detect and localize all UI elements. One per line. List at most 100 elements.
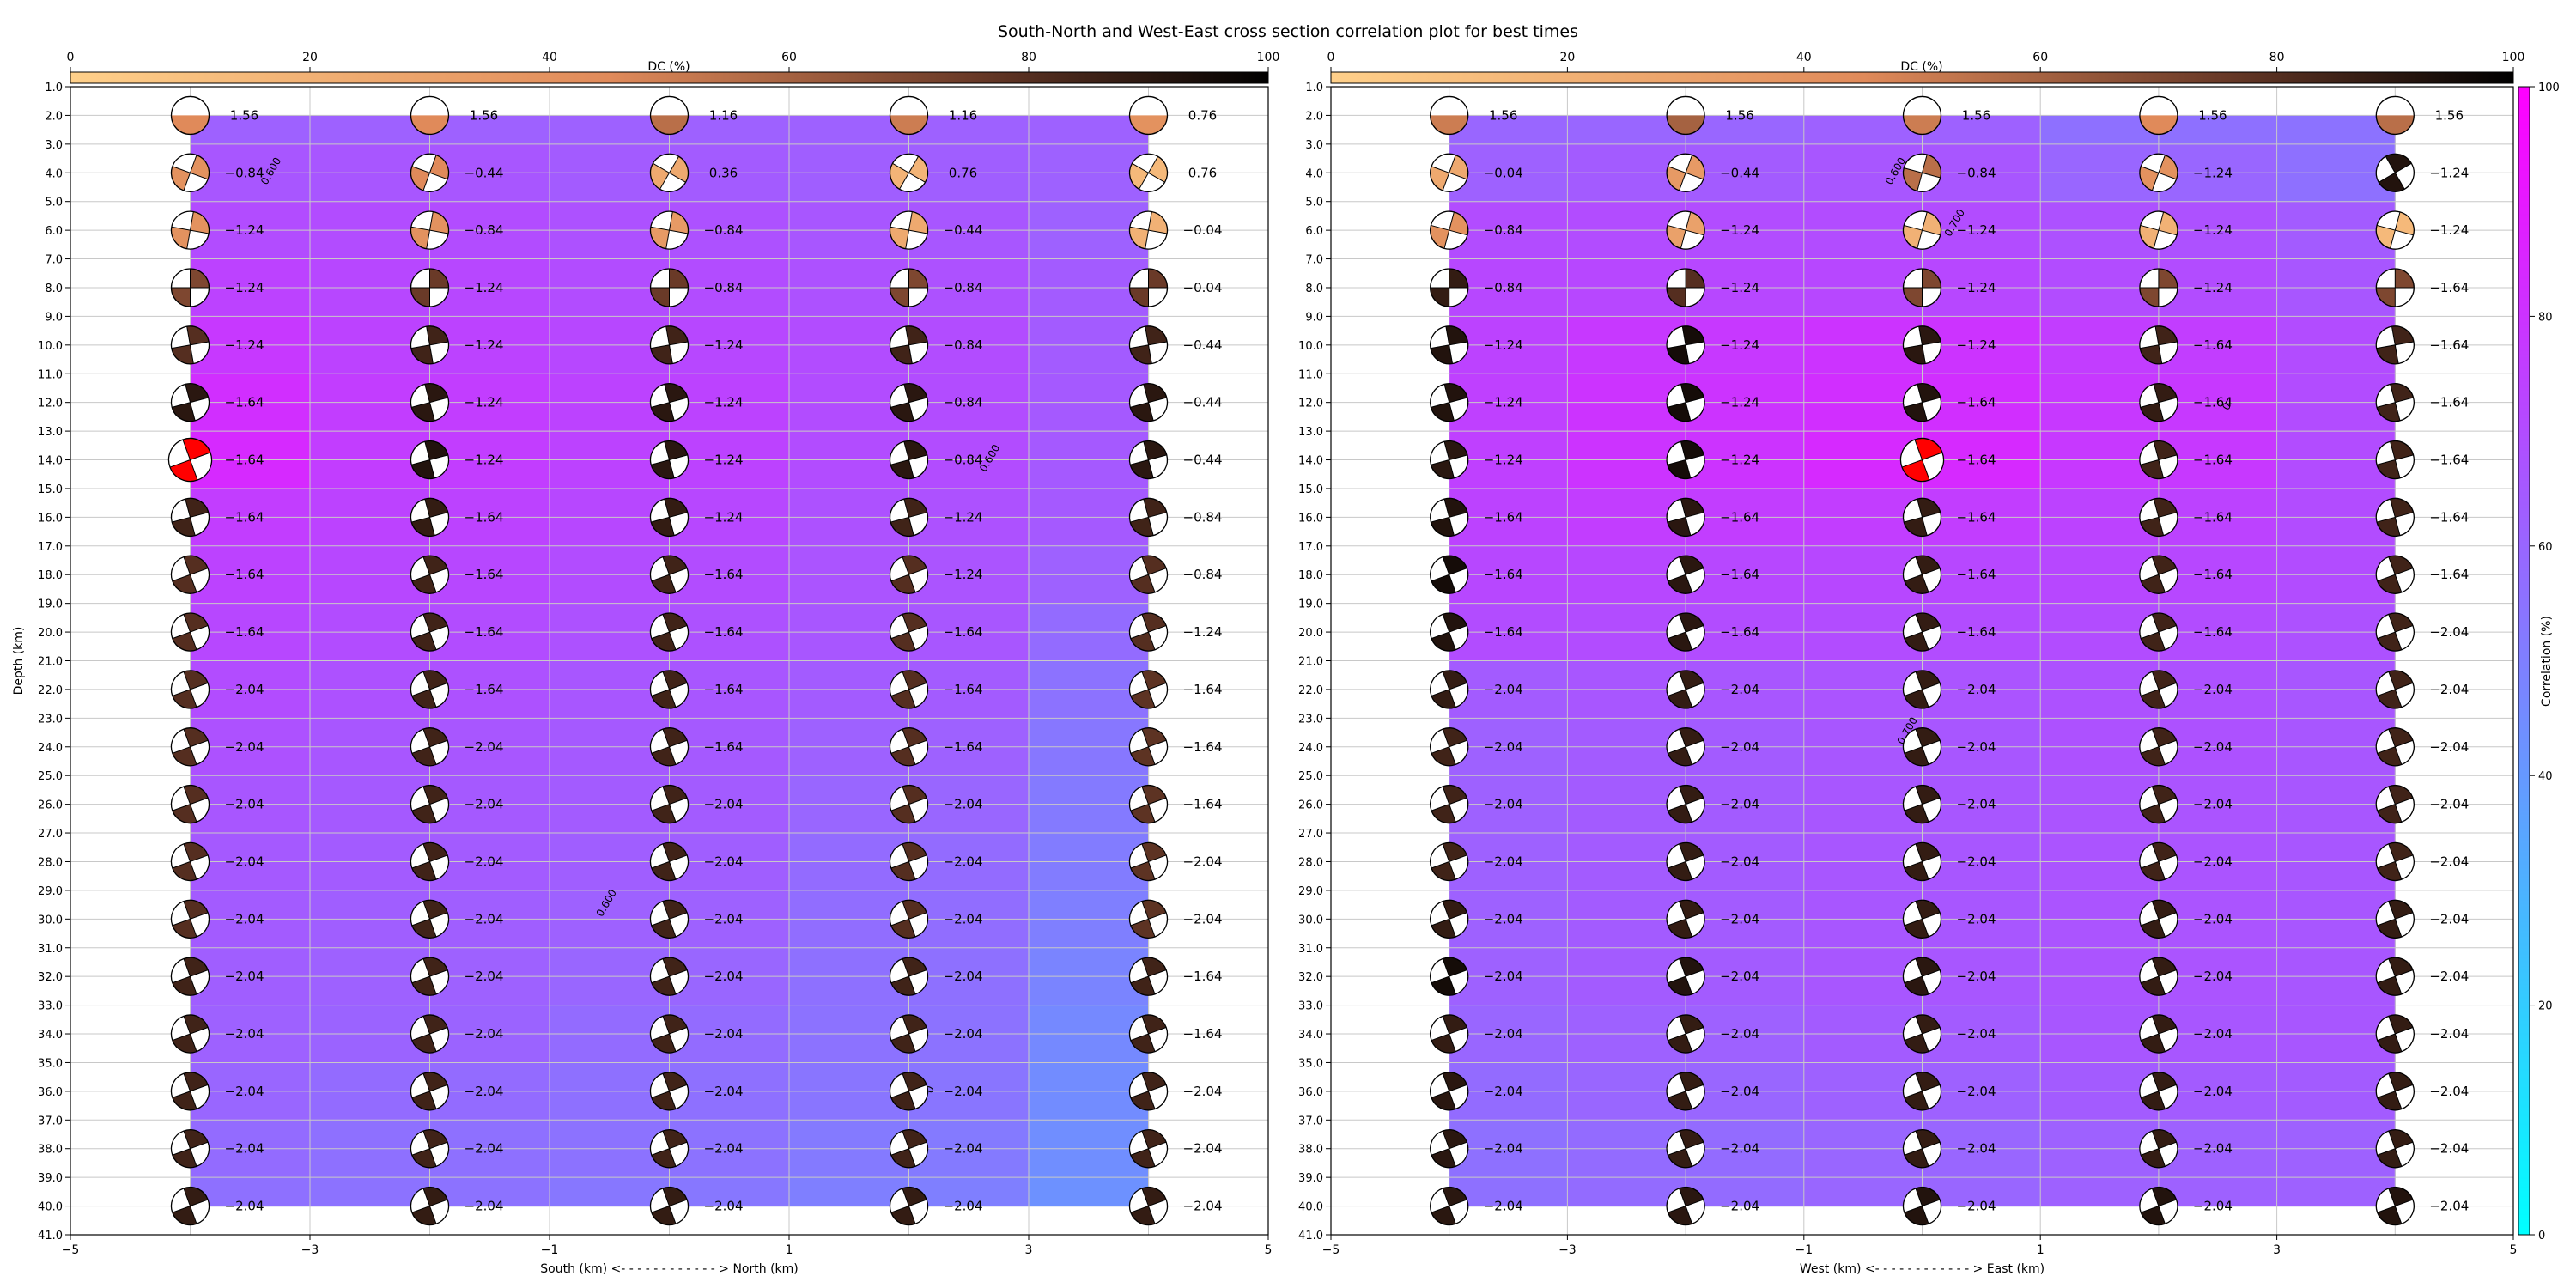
nodal-plane bbox=[2151, 155, 2166, 191]
beachball bbox=[649, 784, 690, 824]
time-shift-label: −2.04 bbox=[225, 854, 264, 869]
beachball-outline bbox=[649, 440, 690, 480]
beachball-compression bbox=[411, 861, 437, 881]
beachball bbox=[1430, 555, 1469, 594]
beachball-outline bbox=[170, 497, 210, 538]
beachball-outline bbox=[1430, 1186, 1469, 1226]
time-shift-label: −1.24 bbox=[2429, 222, 2469, 238]
x-tick-label: 5 bbox=[2510, 1243, 2518, 1257]
beachball-compression bbox=[1130, 861, 1156, 881]
nodal-plane bbox=[2151, 728, 2166, 765]
beachball-outline bbox=[1128, 383, 1169, 422]
beachball-compression bbox=[171, 115, 210, 135]
beachball-compression bbox=[422, 727, 448, 747]
nodal-plane bbox=[662, 958, 677, 995]
beachball bbox=[2139, 727, 2178, 767]
beachball bbox=[2375, 440, 2415, 480]
nodal-plane bbox=[422, 728, 437, 765]
beachball-compression bbox=[1443, 1072, 1467, 1091]
time-shift-label: −2.04 bbox=[1484, 1199, 1523, 1214]
beachball bbox=[1430, 497, 1469, 538]
nodal-plane bbox=[2388, 1073, 2403, 1109]
beachball-compression bbox=[651, 574, 677, 594]
beachball-outline bbox=[1666, 670, 1705, 709]
y-tick-label: 15.0 bbox=[1298, 483, 1323, 496]
nodal-plane bbox=[1918, 326, 1926, 364]
beachball bbox=[649, 1072, 690, 1111]
beachball-compression bbox=[1129, 344, 1152, 364]
time-shift-label: −2.04 bbox=[1720, 1026, 1759, 1042]
beachball bbox=[1128, 95, 1169, 136]
time-shift-label: −1.24 bbox=[465, 453, 504, 468]
beachball-compression bbox=[1141, 785, 1167, 805]
nodal-plane bbox=[422, 1130, 437, 1167]
beachball bbox=[1902, 1014, 1942, 1054]
beachball-compression bbox=[411, 1148, 437, 1168]
beachball-compression bbox=[1904, 689, 1929, 708]
time-shift-label: −2.04 bbox=[1957, 1084, 1996, 1099]
beachball bbox=[1666, 1186, 1705, 1226]
nodal-plane bbox=[902, 958, 916, 995]
beachball bbox=[649, 383, 690, 422]
nodal-plane bbox=[1917, 384, 1928, 422]
beachball-compression bbox=[422, 957, 448, 977]
nodal-plane bbox=[664, 384, 675, 422]
beachball-compression bbox=[422, 613, 448, 633]
beachball-compression bbox=[890, 227, 909, 249]
beachball-outline bbox=[1128, 153, 1169, 192]
time-shift-label: −2.04 bbox=[1957, 1026, 1996, 1042]
beachball-outline bbox=[1430, 784, 1469, 824]
beachball-outline bbox=[1902, 383, 1942, 422]
beachball-compression bbox=[1915, 670, 1941, 690]
nodal-plane bbox=[1141, 843, 1156, 880]
beachball-compression bbox=[2141, 689, 2166, 708]
beachball-outline bbox=[2375, 95, 2415, 136]
time-shift-label: −2.04 bbox=[1484, 854, 1523, 869]
nodal-plane bbox=[1679, 155, 1693, 191]
beachball bbox=[170, 899, 210, 939]
nodal-plane bbox=[1915, 614, 1929, 650]
beachball-outline bbox=[410, 612, 450, 652]
beachball-outline bbox=[1666, 95, 1705, 136]
y-tick-label: 16.0 bbox=[1298, 512, 1323, 525]
y-tick-label: 35.0 bbox=[38, 1057, 63, 1070]
beachball bbox=[2375, 153, 2415, 192]
beachball bbox=[1128, 555, 1169, 594]
beachball-outline bbox=[410, 383, 450, 422]
x-tick-label: −3 bbox=[301, 1243, 319, 1257]
beachball bbox=[2139, 555, 2178, 594]
time-shift-label: −2.04 bbox=[1957, 797, 1996, 812]
y-tick-label: 10.0 bbox=[1298, 340, 1323, 353]
beachball-compression bbox=[890, 1091, 916, 1110]
time-shift-label: −1.64 bbox=[2429, 509, 2469, 525]
beachball-compression bbox=[1141, 556, 1167, 575]
nodal-plane bbox=[1442, 901, 1456, 938]
beachball-compression bbox=[1141, 727, 1167, 747]
beachball-outline bbox=[649, 383, 690, 422]
beachball-compression bbox=[1904, 804, 1929, 823]
beachball-outline bbox=[2375, 383, 2415, 422]
beachball bbox=[1128, 1186, 1169, 1226]
beachball-compression bbox=[669, 268, 689, 288]
beachball bbox=[170, 1014, 210, 1054]
time-shift-label: −1.64 bbox=[2429, 395, 2469, 410]
beachball-compression bbox=[1668, 1034, 1692, 1054]
nodal-plane bbox=[662, 728, 677, 765]
beachball-outline bbox=[1430, 1072, 1469, 1111]
y-tick-label: 33.0 bbox=[38, 1000, 63, 1013]
beachball bbox=[1128, 210, 1169, 250]
beachball bbox=[1430, 784, 1469, 824]
beachball-compression bbox=[1922, 268, 1941, 288]
y-tick-label: 29.0 bbox=[1298, 885, 1323, 898]
nodal-plane bbox=[2151, 1130, 2166, 1167]
nodal-plane bbox=[659, 155, 679, 190]
time-shift-label: −2.04 bbox=[1484, 1141, 1523, 1157]
beachball-outline bbox=[1902, 1186, 1942, 1226]
figure-title: South-North and West-East cross section … bbox=[998, 22, 1578, 41]
nodal-plane bbox=[899, 155, 919, 190]
dc-tick-label: 0 bbox=[67, 51, 75, 64]
beachball bbox=[2139, 1072, 2178, 1111]
time-shift-label: −2.04 bbox=[1484, 682, 1523, 697]
beachball bbox=[649, 325, 690, 365]
time-shift-label: −2.04 bbox=[944, 969, 983, 984]
